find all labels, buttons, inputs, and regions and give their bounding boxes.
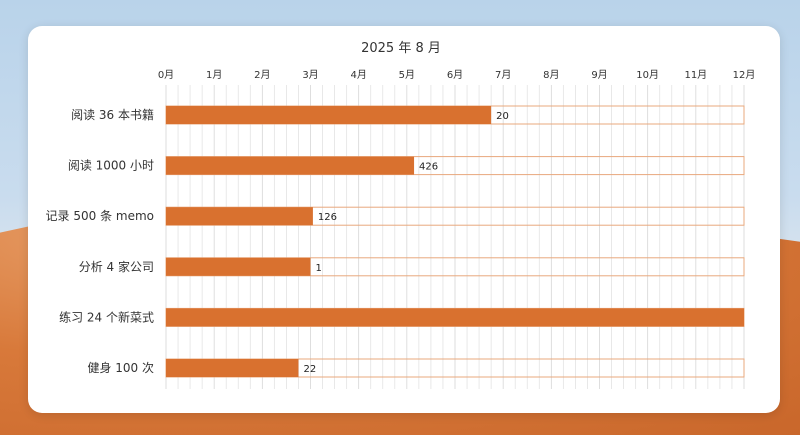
x-tick-label: 12月: [733, 69, 756, 81]
bar: [166, 156, 415, 175]
category-label: 健身 100 次: [87, 360, 154, 375]
x-tick-label: 6月: [447, 69, 463, 81]
x-tick-label: 1月: [206, 69, 222, 81]
x-tick-label: 11月: [684, 69, 707, 81]
bars: 阅读 36 本书籍 20 阅读 1000 小时 426 记录 500 条 memo 126…: [46, 105, 745, 378]
category-label: 阅读 36 本书籍: [71, 107, 154, 122]
x-tick-label: 0月: [158, 69, 174, 81]
x-tick-label: 7月: [495, 69, 511, 81]
category-label: 练习 24 个新菜式: [59, 309, 154, 324]
x-tick-label: 9月: [591, 69, 607, 81]
bar: [166, 257, 311, 276]
x-tick-label: 5月: [399, 69, 415, 81]
bar: [166, 106, 492, 124]
category-label: 阅读 1000 小时: [68, 159, 154, 173]
category-label: 分析 4 家公司: [79, 259, 154, 274]
x-tick-label: 10月: [636, 69, 659, 81]
chart-card: 2025 年 8 月 0月 1月 2月 3月 4月 5月 6月 7月 8月 9月 10月 11月 12月…: [28, 26, 780, 413]
data-label: 20: [496, 111, 509, 122]
x-tick-label: 3月: [302, 69, 318, 81]
category-label: 记录 500 条 memo: [46, 209, 154, 223]
grid-lines: [165, 85, 745, 389]
x-tick-label: 8月: [543, 69, 559, 81]
bar: [166, 308, 744, 327]
data-label: 426: [419, 162, 438, 173]
data-label: 1: [316, 263, 322, 274]
x-tick-label: 4月: [350, 69, 366, 81]
x-axis-ticks: 0月 1月 2月 3月 4月 5月 6月 7月 8月 9月 10月 11月 12月: [158, 69, 756, 81]
chart-title: 2025 年 8 月: [361, 41, 441, 56]
x-tick-label: 2月: [254, 69, 270, 81]
bar: [166, 207, 313, 226]
bar: [166, 359, 299, 377]
progress-chart: 2025 年 8 月 0月 1月 2月 3月 4月 5月 6月 7月 8月 9月 10月 11月 12月…: [46, 41, 756, 389]
data-label: 126: [318, 212, 337, 223]
data-label: 22: [303, 364, 316, 375]
